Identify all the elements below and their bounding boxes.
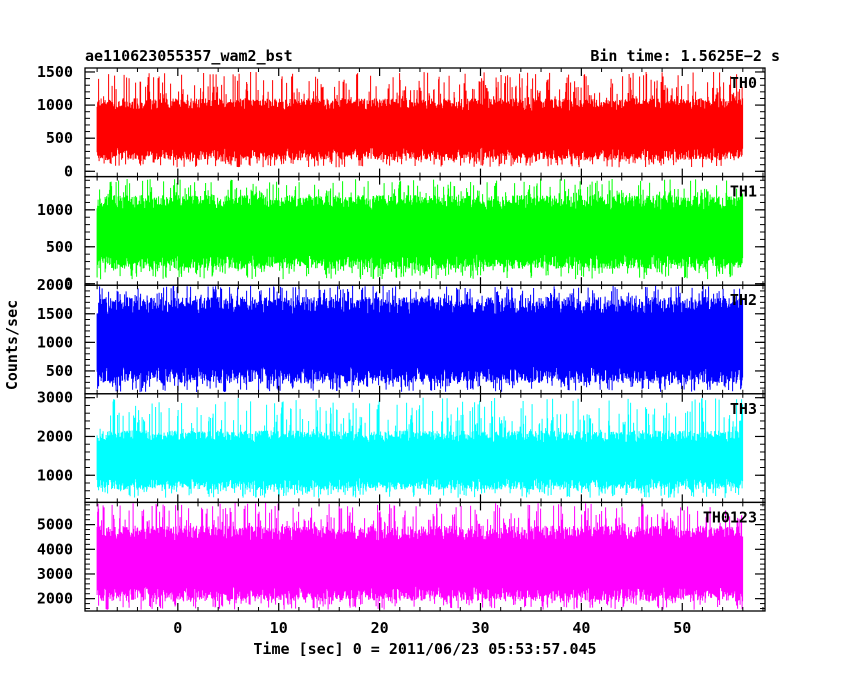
panel-label: TH3 [730,400,757,418]
y-tick-label: 2000 [37,427,73,445]
x-tick-label: 30 [471,619,489,637]
y-tick-label: 0 [64,162,73,180]
x-tick-label: 50 [673,619,691,637]
panel-th3: 1000 2000 3000 TH3 [37,389,766,504]
x-tick-label: 0 [173,619,182,637]
panel-label: TH0 [730,74,757,92]
panel-th0123: 2000 3000 4000 5000 TH0123 [37,501,766,612]
y-tick-label: 500 [46,238,73,256]
panel-th0: 0 500 1000 1500 TH0 [37,63,766,180]
panel-label: TH2 [730,291,757,309]
y-tick-label: 500 [46,362,73,380]
series-th0123 [96,502,744,610]
panel-th1: 0 500 1000 TH1 [37,175,766,293]
y-tick-label: 500 [46,129,73,147]
y-tick-label: 5000 [37,516,73,534]
y-tick-label: 1000 [37,333,73,351]
y-tick-label: 1000 [37,201,73,219]
y-tick-label: 2000 [37,590,73,608]
x-tick-label: 10 [270,619,288,637]
x-tick-label: 40 [572,619,590,637]
panel-frame [84,501,766,612]
series-th1 [96,178,744,280]
x-axis-label: Time [sec] 0 = 2011/06/23 05:53:57.045 [253,640,596,658]
y-tick-label: 0 [64,275,73,293]
chart-title: ae110623055357_wam2_bst [85,47,293,65]
y-tick-label: 3000 [37,565,73,583]
series-th3 [96,397,744,498]
y-axis-label: Counts/sec [3,300,21,390]
y-tick-label: 2000 [37,276,73,294]
series-th0 [96,72,744,168]
y-tick-label: 4000 [37,540,73,558]
x-tick-label: 20 [371,619,389,637]
series-th2 [96,285,744,393]
y-tick-label: 1500 [37,305,73,323]
y-tick-label: 1500 [37,63,73,81]
y-tick-label: 1000 [37,466,73,484]
panel-label: TH1 [730,183,757,201]
panel-th2: 500 1000 1500 2000 TH2 [37,276,766,395]
panel-label: TH0123 [703,508,757,526]
light-curve-panels: 050010001500TH005001000TH150010001500200… [37,63,766,637]
bin-time-label: Bin time: 1.5625E−2 s [590,47,780,65]
y-tick-label: 1000 [37,96,73,114]
y-tick-label: 3000 [37,389,73,407]
